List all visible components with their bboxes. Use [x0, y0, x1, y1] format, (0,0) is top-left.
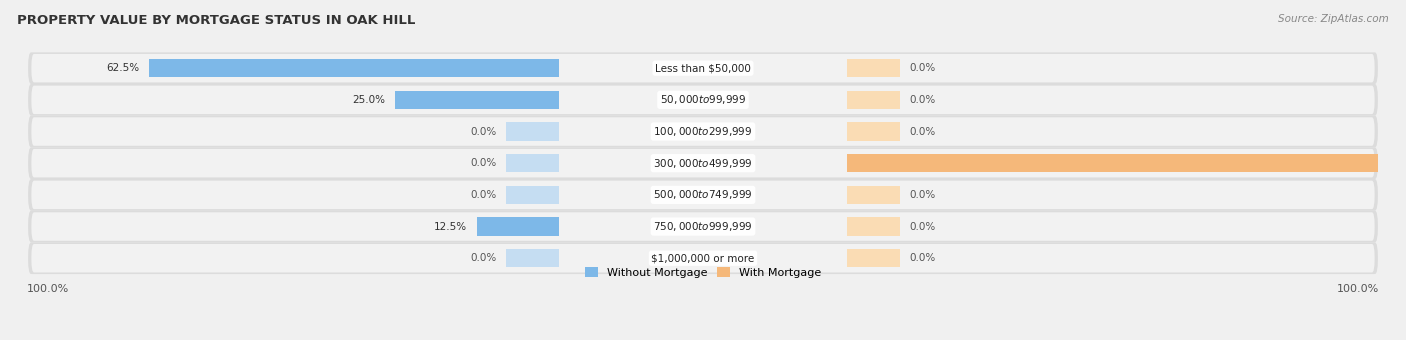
Text: $500,000 to $749,999: $500,000 to $749,999: [654, 188, 752, 201]
Text: 25.0%: 25.0%: [353, 95, 385, 105]
Bar: [848, 249, 900, 267]
Text: $50,000 to $99,999: $50,000 to $99,999: [659, 94, 747, 106]
FancyBboxPatch shape: [31, 244, 1375, 272]
Text: $300,000 to $499,999: $300,000 to $499,999: [654, 157, 752, 170]
Bar: [506, 249, 558, 267]
Text: 0.0%: 0.0%: [910, 95, 935, 105]
Bar: [149, 59, 558, 78]
Text: 0.0%: 0.0%: [910, 253, 935, 263]
Text: $750,000 to $999,999: $750,000 to $999,999: [654, 220, 752, 233]
Bar: [477, 217, 558, 236]
Text: 0.0%: 0.0%: [910, 126, 935, 137]
Text: 0.0%: 0.0%: [471, 126, 496, 137]
Bar: [506, 186, 558, 204]
Text: $1,000,000 or more: $1,000,000 or more: [651, 253, 755, 263]
Text: 12.5%: 12.5%: [434, 222, 467, 232]
FancyBboxPatch shape: [28, 116, 1378, 147]
Text: 0.0%: 0.0%: [910, 190, 935, 200]
FancyBboxPatch shape: [31, 117, 1375, 146]
FancyBboxPatch shape: [28, 147, 1378, 179]
Bar: [848, 122, 900, 141]
FancyBboxPatch shape: [31, 54, 1375, 82]
Bar: [395, 91, 558, 109]
Text: $100,000 to $299,999: $100,000 to $299,999: [654, 125, 752, 138]
Bar: [848, 186, 900, 204]
Bar: [506, 154, 558, 172]
Bar: [506, 122, 558, 141]
Bar: [848, 59, 900, 78]
Text: 0.0%: 0.0%: [910, 222, 935, 232]
FancyBboxPatch shape: [31, 86, 1375, 114]
Text: 62.5%: 62.5%: [107, 63, 139, 73]
Text: 0.0%: 0.0%: [471, 190, 496, 200]
FancyBboxPatch shape: [28, 179, 1378, 211]
Text: Source: ZipAtlas.com: Source: ZipAtlas.com: [1278, 14, 1389, 23]
Text: PROPERTY VALUE BY MORTGAGE STATUS IN OAK HILL: PROPERTY VALUE BY MORTGAGE STATUS IN OAK…: [17, 14, 415, 27]
FancyBboxPatch shape: [28, 84, 1378, 116]
Text: 0.0%: 0.0%: [471, 158, 496, 168]
Bar: [848, 154, 1406, 172]
FancyBboxPatch shape: [31, 181, 1375, 209]
FancyBboxPatch shape: [31, 212, 1375, 241]
Text: 0.0%: 0.0%: [471, 253, 496, 263]
FancyBboxPatch shape: [28, 242, 1378, 274]
Bar: [848, 217, 900, 236]
FancyBboxPatch shape: [28, 52, 1378, 84]
Text: Less than $50,000: Less than $50,000: [655, 63, 751, 73]
Bar: [848, 91, 900, 109]
Text: 0.0%: 0.0%: [910, 63, 935, 73]
FancyBboxPatch shape: [31, 149, 1375, 177]
Legend: Without Mortgage, With Mortgage: Without Mortgage, With Mortgage: [585, 268, 821, 278]
FancyBboxPatch shape: [28, 211, 1378, 242]
